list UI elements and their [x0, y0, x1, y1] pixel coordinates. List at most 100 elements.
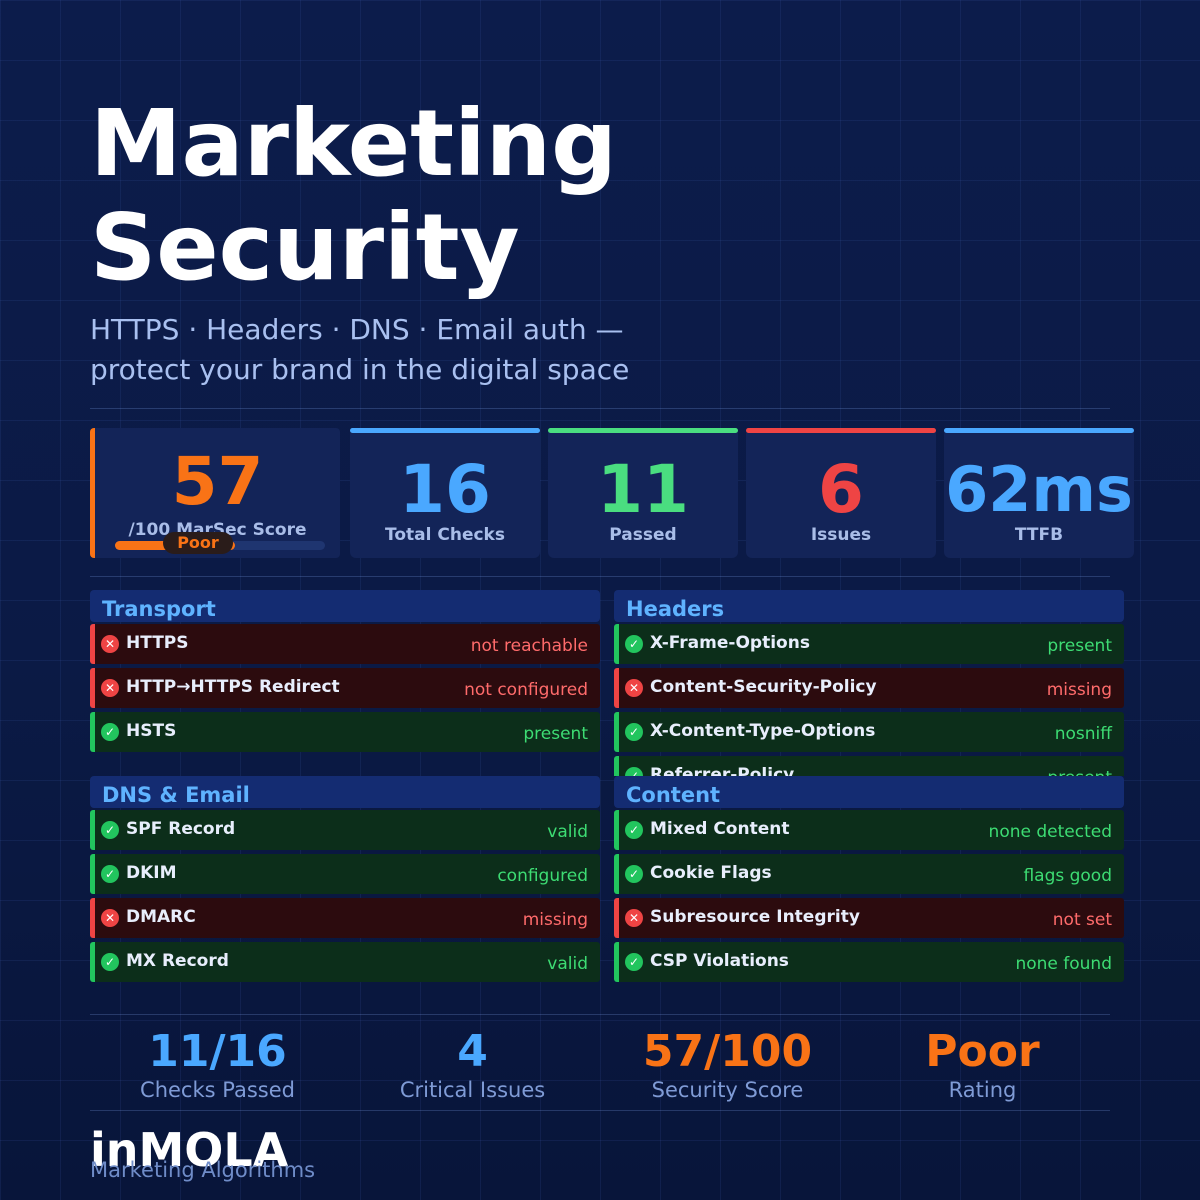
stat-accent-bar	[548, 428, 738, 433]
check-row-mixed-content: ✓ Mixed Content none detected	[614, 810, 1124, 850]
check-name: Subresource Integrity	[650, 907, 860, 927]
check-name: Content-Security-Policy	[650, 677, 877, 697]
brand-logo: inMOLA	[90, 1123, 289, 1177]
summary-value: 57/100	[642, 1026, 813, 1077]
check-icon: ✓	[625, 723, 643, 741]
check-value: missing	[522, 910, 588, 930]
check-name: Referrer-Policy	[650, 765, 795, 776]
check-icon: ✓	[101, 723, 119, 741]
stat-label: Total Checks	[385, 525, 505, 545]
summary-value: 4	[457, 1026, 488, 1077]
stat-accent-bar	[350, 428, 540, 433]
stat-label: Passed	[609, 525, 677, 545]
check-row-csp: ✕ Content-Security-Policy missing	[614, 668, 1124, 708]
score-card: 57 /100 MarSec Score Poor	[90, 428, 340, 558]
check-row-mx: ✓ MX Record valid	[90, 942, 600, 982]
stat-value: 6	[818, 451, 864, 528]
check-name: X-Content-Type-Options	[650, 721, 876, 741]
stat-card-ttfb: 62ms TTFB	[944, 428, 1134, 558]
x-icon: ✕	[101, 909, 119, 927]
stat-card-passed: 11 Passed	[548, 428, 738, 558]
check-name: X-Frame-Options	[650, 633, 810, 653]
summary-label: Critical Issues	[399, 1078, 546, 1102]
divider	[90, 1110, 1110, 1111]
summary-value: 11/16	[148, 1026, 287, 1077]
check-icon: ✓	[101, 953, 119, 971]
check-name: HSTS	[126, 721, 177, 741]
stat-card-total-checks: 16 Total Checks	[350, 428, 540, 558]
section-header-dns-email: DNS & Email	[90, 776, 600, 808]
check-icon: ✓	[625, 953, 643, 971]
summary-value: Poor	[925, 1026, 1040, 1077]
check-row-x-frame-options: ✓ X-Frame-Options present	[614, 624, 1124, 664]
check-value: valid	[547, 822, 588, 842]
check-icon: ✓	[625, 865, 643, 883]
check-value: present	[523, 724, 588, 744]
check-name: DKIM	[126, 863, 177, 883]
title-line-2: Security	[90, 194, 520, 301]
x-icon: ✕	[625, 909, 643, 927]
page-title: Marketing Security	[90, 92, 617, 300]
check-value: present	[1047, 636, 1112, 656]
section-header-transport: Transport	[90, 590, 600, 622]
check-name: HTTPS	[126, 633, 189, 653]
x-icon: ✕	[625, 679, 643, 697]
check-row-cookie-flags: ✓ Cookie Flags flags good	[614, 854, 1124, 894]
check-value: present	[1047, 768, 1112, 776]
score-value: 57	[171, 443, 264, 520]
check-icon: ✓	[101, 821, 119, 839]
summary-checks-passed: 11/16 Checks Passed	[90, 1026, 345, 1102]
check-icon: ✓	[625, 767, 643, 776]
check-value: not reachable	[470, 636, 588, 656]
page-subtitle: HTTPS · Headers · DNS · Email auth — pro…	[90, 310, 629, 390]
subtitle-line-2: protect your brand in the digital space	[90, 353, 630, 386]
check-icon: ✓	[625, 635, 643, 653]
divider	[90, 576, 1110, 577]
check-value: flags good	[1023, 866, 1112, 886]
stat-value: 16	[399, 451, 491, 528]
summary-critical-issues: 4 Critical Issues	[345, 1026, 600, 1102]
stat-label: TTFB	[1014, 525, 1064, 545]
check-name: CSP Violations	[650, 951, 789, 971]
headers-overflow-clip: ✓ Referrer-Policy present	[614, 756, 1124, 776]
check-row-https: ✕ HTTPS not reachable	[90, 624, 600, 664]
divider	[90, 408, 1110, 409]
check-row-redirect: ✕ HTTP→HTTPS Redirect not configured	[90, 668, 600, 708]
summary-label: Rating	[948, 1078, 1017, 1102]
check-name: MX Record	[126, 951, 229, 971]
check-value: valid	[547, 954, 588, 974]
check-row-x-content-type-options: ✓ X-Content-Type-Options nosniff	[614, 712, 1124, 752]
check-row-dkim: ✓ DKIM configured	[90, 854, 600, 894]
check-row-referrer-policy: ✓ Referrer-Policy present	[614, 756, 1124, 776]
check-value: not set	[1052, 910, 1112, 930]
stat-accent-bar	[944, 428, 1134, 433]
check-value: missing	[1046, 680, 1112, 700]
check-name: Cookie Flags	[650, 863, 772, 883]
check-row-spf: ✓ SPF Record valid	[90, 810, 600, 850]
check-row-csp-violations: ✓ CSP Violations none found	[614, 942, 1124, 982]
check-name: SPF Record	[126, 819, 236, 839]
brand-tagline: Marketing Algorithms	[90, 1158, 316, 1182]
section-header-content: Content	[614, 776, 1124, 808]
summary-label: Security Score	[651, 1078, 804, 1102]
check-icon: ✓	[625, 821, 643, 839]
stat-value: 62ms	[945, 453, 1133, 526]
subtitle-line-1: HTTPS · Headers · DNS · Email auth —	[90, 313, 624, 346]
stat-accent-bar	[746, 428, 936, 433]
section-header-headers: Headers	[614, 590, 1124, 622]
check-row-dmarc: ✕ DMARC missing	[90, 898, 600, 938]
check-row-sri: ✕ Subresource Integrity not set	[614, 898, 1124, 938]
divider	[90, 1014, 1110, 1015]
summary-rating: Poor Rating	[855, 1026, 1110, 1102]
x-icon: ✕	[101, 635, 119, 653]
check-row-hsts: ✓ HSTS present	[90, 712, 600, 752]
check-value: configured	[497, 866, 588, 886]
check-name: HTTP→HTTPS Redirect	[126, 677, 340, 697]
check-name: Mixed Content	[650, 819, 790, 839]
title-line-1: Marketing	[90, 90, 617, 197]
rating-badge: Poor	[163, 532, 233, 554]
check-name: DMARC	[126, 907, 196, 927]
summary-label: Checks Passed	[140, 1078, 295, 1102]
check-value: not configured	[464, 680, 588, 700]
check-value: none found	[1015, 954, 1112, 974]
